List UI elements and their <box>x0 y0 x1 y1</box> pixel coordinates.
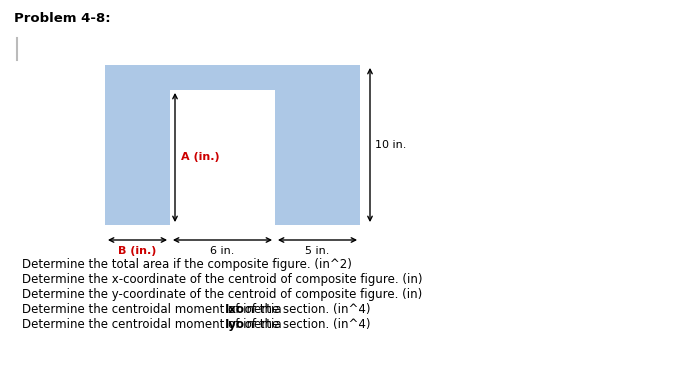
Text: 6 in.: 6 in. <box>211 246 235 256</box>
Text: Determine the x-coordinate of the centroid of composite figure. (in): Determine the x-coordinate of the centro… <box>22 273 423 286</box>
Text: Determine the y-coordinate of the centroid of composite figure. (in): Determine the y-coordinate of the centro… <box>22 288 423 301</box>
Text: A (in.): A (in.) <box>181 152 219 163</box>
Text: Determine the centroidal moment of inertia: Determine the centroidal moment of inert… <box>22 303 286 316</box>
Text: Determine the centroidal moment of inertia: Determine the centroidal moment of inert… <box>22 318 286 331</box>
Text: Determine the total area if the composite figure. (in^2): Determine the total area if the composit… <box>22 258 352 271</box>
Text: of the section. (in^4): of the section. (in^4) <box>240 303 370 316</box>
Text: Ixo: Ixo <box>225 303 245 316</box>
Text: of the section. (in^4): of the section. (in^4) <box>240 318 370 331</box>
Polygon shape <box>105 65 360 225</box>
Text: Problem 4-8:: Problem 4-8: <box>14 12 111 25</box>
Text: B (in.): B (in.) <box>118 246 157 256</box>
Text: 10 in.: 10 in. <box>375 140 406 150</box>
Text: Iyo: Iyo <box>225 318 245 331</box>
Text: 5 in.: 5 in. <box>305 246 329 256</box>
